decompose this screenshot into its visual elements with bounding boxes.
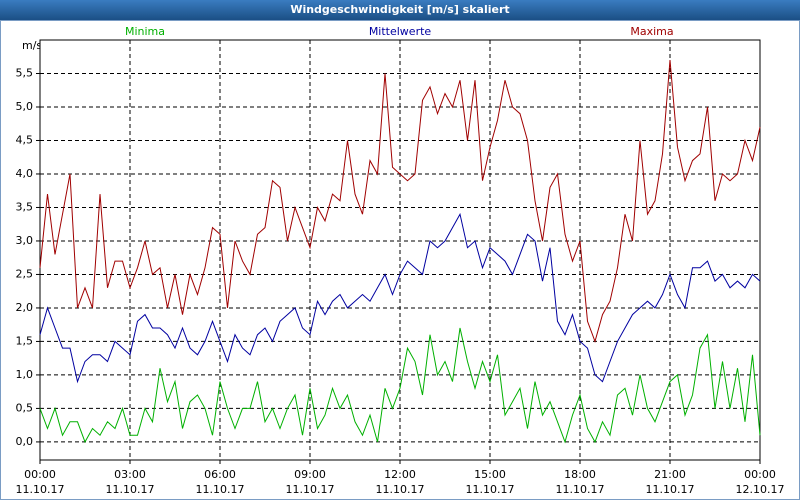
- x-tick-label: 21:00: [654, 468, 686, 481]
- x-tick-label: 03:00: [114, 468, 146, 481]
- x-tick-label: 00:00: [744, 468, 776, 481]
- y-tick-label: 1,5: [16, 334, 34, 347]
- legend-entry: Maxima: [630, 25, 673, 38]
- chart-title: Windgeschwindigkeit [m/s] skaliert: [290, 3, 509, 16]
- x-tick-date: 11.10.17: [16, 483, 65, 496]
- y-tick-label: 2,5: [16, 267, 34, 280]
- x-tick-label: 12:00: [384, 468, 416, 481]
- x-tick-label: 00:00: [24, 468, 56, 481]
- y-tick-label: 1,0: [16, 368, 34, 381]
- y-tick-label: 5,5: [16, 66, 34, 79]
- y-tick-label: 2,0: [16, 301, 34, 314]
- data-line: [39, 60, 761, 344]
- data-line: [39, 327, 761, 444]
- x-tick-date: 11.10.17: [556, 483, 605, 496]
- x-tick-date: 11.10.17: [646, 483, 695, 496]
- y-tick-label: 3,0: [16, 234, 34, 247]
- x-tick-date: 11.10.17: [196, 483, 245, 496]
- x-tick-label: 18:00: [564, 468, 596, 481]
- y-tick-label: 0,5: [16, 401, 34, 414]
- plot-border: [39, 39, 761, 461]
- x-tick-date: 11.10.17: [106, 483, 155, 496]
- x-tick-label: 06:00: [204, 468, 236, 481]
- y-tick-label: 5,0: [16, 100, 34, 113]
- title-bar: [0, 0, 800, 20]
- data-line: [39, 212, 761, 384]
- legend-entry: Mittelwerte: [369, 25, 432, 38]
- y-tick-label: 0,0: [16, 435, 34, 448]
- x-tick-date: 11.10.17: [466, 483, 515, 496]
- x-tick-label: 09:00: [294, 468, 326, 481]
- x-tick-date: 11.10.17: [286, 483, 335, 496]
- x-tick-date: 11.10.17: [376, 483, 425, 496]
- plot-area: 0,0 0,5 1,0 1,5 2,0 2,5 3,0 3,5 4,0 4,5 5,0 5,5 00:0…: [16, 39, 785, 496]
- y-axis-label: m/s: [22, 39, 42, 52]
- x-tick-label: 15:00: [474, 468, 506, 481]
- x-tick-date: 12.10.17: [736, 483, 785, 496]
- y-tick-label: 3,5: [16, 200, 34, 213]
- y-tick-label: 4,5: [16, 133, 34, 146]
- legend-entry: Minima: [125, 25, 165, 38]
- y-tick-label: 4,0: [16, 167, 34, 180]
